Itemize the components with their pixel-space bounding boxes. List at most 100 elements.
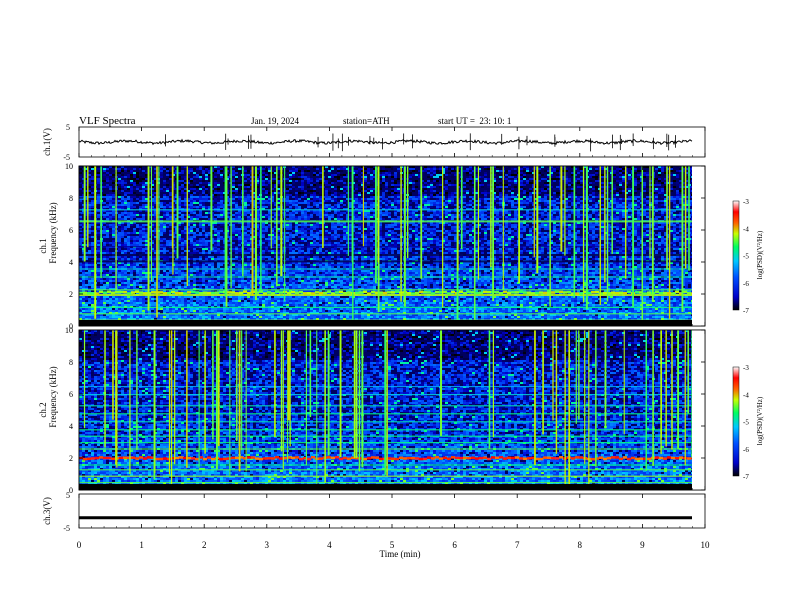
spectrogram-cell [190,236,193,238]
spectrogram-cell [118,170,121,172]
spectrogram-cell [121,218,124,220]
spectrogram-cell [139,174,142,176]
spectrogram-cell [211,258,214,260]
spectrogram-cell [115,296,118,298]
spectrogram-cell [166,216,169,218]
spectrogram-cell [112,170,115,172]
spectrogram-cell [190,198,193,200]
spectrogram-cell [97,282,100,284]
spectrogram-cell [133,256,136,258]
spectrogram-cell [124,216,127,218]
spectrogram-cell [106,198,109,200]
spectrogram-cell [142,278,145,280]
spectrogram-cell [118,174,121,176]
spectrogram-cell [130,302,133,304]
spectrogram-cell [181,234,184,236]
spectrogram-cell [145,270,148,272]
spectrogram-cell [199,230,202,232]
spectrogram-cell [130,272,133,274]
spectrogram-cell [193,178,196,180]
spectrogram-cell [109,264,112,266]
spectrogram-cell [133,200,136,202]
spectrogram-cell [181,274,184,276]
spectrogram-cell [184,298,187,300]
spectrogram-cell [130,224,133,226]
spectrogram-cell [163,228,166,230]
spectrogram-cell [79,256,82,258]
spectrogram-cell [166,218,169,220]
spectrogram-cell [109,224,112,226]
spectrogram-cell [214,192,217,194]
spectrogram-cell [202,216,205,218]
spectrogram-cell [208,278,211,280]
spectrogram-cell [193,214,196,216]
spectrogram-cell [184,282,187,284]
spectrogram-cell [214,194,217,196]
spectrogram-cell [133,178,136,180]
spectrogram-cell [178,248,181,250]
spectrogram-cell [127,172,130,174]
spectrogram-cell [193,296,196,298]
spectrogram-cell [79,170,82,172]
spectrogram-cell [109,258,112,260]
spectrogram-cell [91,250,94,252]
spectrogram-cell [97,184,100,186]
spectrogram-cell [214,238,217,240]
spectrogram-cell [82,272,85,274]
spectrogram-cell [169,170,172,172]
spectrogram-cell [160,168,163,170]
spectrogram-cell [199,298,202,300]
spectrogram-cell [196,174,199,176]
spectrogram-cell [214,226,217,228]
spectrogram-cell [181,270,184,272]
spectrogram-cell [202,170,205,172]
spectrogram-cell [163,206,166,208]
spectrogram-cell [112,266,115,268]
spectrogram-cell [130,226,133,228]
spectrogram-cell [181,282,184,284]
spectrogram-cell [145,196,148,198]
spectrogram-cell [97,242,100,244]
spectrogram-cell [202,188,205,190]
spectrogram-cell [121,270,124,272]
spectrogram-cell [166,316,169,318]
spectrogram-cell [190,282,193,284]
spectrogram-cell [196,310,199,312]
spectrogram-cell [214,250,217,252]
spectrogram-cell [211,310,214,312]
spectrogram-cell [97,274,100,276]
spectrogram-cell [199,296,202,298]
spectrogram-cell [121,214,124,216]
spectrogram-cell [169,176,172,178]
spectrogram-cell [196,230,199,232]
spectrogram-cell [220,218,223,220]
spectrogram-cell [199,226,202,228]
spectrogram-cell [178,252,181,254]
spectrogram-cell [190,300,193,302]
spectrogram-cell [127,184,130,186]
spectrogram-cell [166,264,169,266]
spectrogram-cell [109,190,112,192]
spectrogram-cell [175,316,178,318]
spectrogram-cell [205,264,208,266]
spectrogram-cell [112,308,115,310]
spectrogram-cell [178,176,181,178]
spectrogram-cell [91,184,94,186]
spectrogram-cell [103,180,106,182]
spectrogram-cell [208,316,211,318]
spectrogram-cell [91,176,94,178]
spectrogram-cell [190,310,193,312]
spectrogram-cell [208,266,211,268]
spectrogram-cell [139,176,142,178]
spectrogram-cell [184,228,187,230]
spectrogram-cell [103,316,106,318]
spectrogram-cell [220,256,223,258]
spectrogram-cell [166,284,169,286]
spectrogram-cell [106,278,109,280]
spectrogram-cell [127,196,130,198]
spectrogram-cell [190,168,193,170]
spectrogram-cell [166,236,169,238]
spectrogram-cell [169,194,172,196]
spectrogram-cell [190,218,193,220]
spectrogram-cell [184,286,187,288]
